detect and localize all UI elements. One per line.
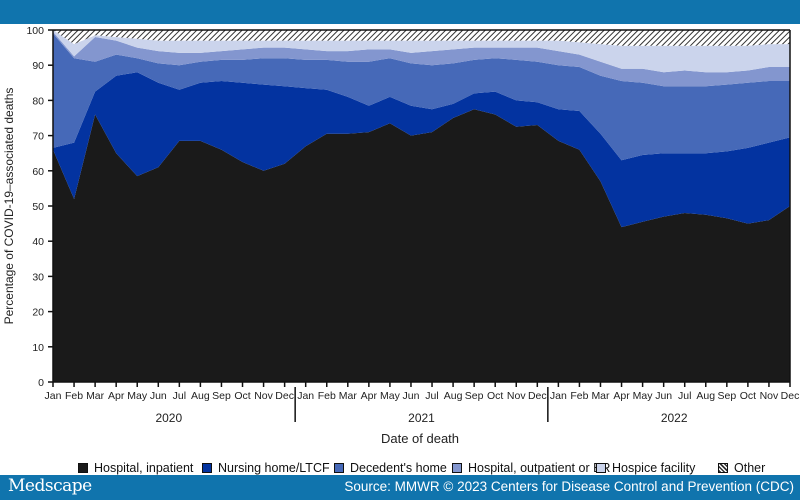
x-tick-label: Sep bbox=[717, 390, 736, 402]
x-tick-label: Apr bbox=[108, 390, 125, 402]
y-tick-label: 30 bbox=[32, 271, 44, 283]
x-tick-label: Apr bbox=[361, 390, 378, 402]
legend-label: Decedent's home bbox=[350, 461, 447, 475]
x-tick-label: May bbox=[633, 390, 654, 402]
legend-label: Hospital, inpatient bbox=[94, 461, 194, 475]
x-tick-label: Mar bbox=[339, 390, 358, 402]
legend-label: Hospital, outpatient or ER bbox=[468, 461, 611, 475]
x-tick-label: Oct bbox=[487, 390, 503, 402]
legend-label: Hospice facility bbox=[612, 461, 696, 475]
year-label: 2020 bbox=[155, 411, 182, 425]
legend-item: Hospital, outpatient or ER bbox=[452, 461, 610, 475]
x-tick-label: May bbox=[380, 390, 401, 402]
x-tick-label: Sep bbox=[212, 390, 231, 402]
x-tick-label: Jun bbox=[655, 390, 672, 402]
x-tick-label: Jul bbox=[173, 390, 186, 402]
legend: Hospital, inpatient Nursing home/LTCF Dece… bbox=[0, 461, 800, 475]
x-tick-label: Aug bbox=[191, 390, 210, 402]
y-tick-label: 70 bbox=[32, 131, 44, 143]
x-tick-label: Aug bbox=[696, 390, 715, 402]
legend-swatch-icon bbox=[78, 463, 88, 473]
year-label: 2021 bbox=[408, 411, 435, 425]
x-tick-label: Apr bbox=[613, 390, 630, 402]
x-tick-label: Jan bbox=[297, 390, 314, 402]
x-tick-label: Jun bbox=[150, 390, 167, 402]
y-axis-label: Percentage of COVID-19–associated deaths bbox=[2, 88, 16, 325]
x-tick-label: Dec bbox=[528, 390, 547, 402]
x-tick-label: May bbox=[127, 390, 148, 402]
x-tick-label: Dec bbox=[275, 390, 294, 402]
legend-item: Hospice facility bbox=[596, 461, 695, 475]
x-tick-label: Aug bbox=[444, 390, 463, 402]
legend-label: Nursing home/LTCF bbox=[218, 461, 330, 475]
x-tick-label: Oct bbox=[234, 390, 250, 402]
footer-bar: Medscape Source: MMWR © 2023 Centers for… bbox=[0, 475, 800, 500]
x-tick-label: Dec bbox=[781, 390, 800, 402]
x-tick-label: Jan bbox=[550, 390, 567, 402]
legend-item: Decedent's home bbox=[334, 461, 447, 475]
x-tick-label: Oct bbox=[740, 390, 756, 402]
legend-item: Hospital, inpatient bbox=[78, 461, 193, 475]
y-tick-label: 40 bbox=[32, 236, 44, 248]
legend-item: Other bbox=[718, 461, 765, 475]
legend-swatch-icon bbox=[596, 463, 606, 473]
x-tick-label: Jun bbox=[403, 390, 420, 402]
area-hospice-facility bbox=[53, 30, 790, 73]
x-tick-label: Nov bbox=[507, 390, 526, 402]
y-tick-label: 10 bbox=[32, 342, 44, 354]
x-tick-label: Feb bbox=[570, 390, 588, 402]
x-tick-label: Mar bbox=[86, 390, 105, 402]
legend-swatch-icon bbox=[202, 463, 212, 473]
area-hospital-outpatient-or-er bbox=[53, 31, 790, 87]
legend-swatch-icon bbox=[452, 463, 462, 473]
y-tick-label: 80 bbox=[32, 95, 44, 107]
area-layers bbox=[53, 30, 790, 382]
y-tick-label: 0 bbox=[38, 377, 44, 389]
area-nursing-home-ltcf bbox=[53, 72, 790, 228]
x-tick-label: Sep bbox=[465, 390, 484, 402]
legend-label: Other bbox=[734, 461, 766, 475]
legend-swatch-icon bbox=[334, 463, 344, 473]
x-tick-label: Mar bbox=[591, 390, 610, 402]
y-tick-label: 90 bbox=[32, 60, 44, 72]
y-tick-label: 50 bbox=[32, 201, 44, 213]
y-tick-label: 60 bbox=[32, 166, 44, 178]
medscape-logo[interactable]: Medscape bbox=[8, 476, 92, 496]
x-tick-label: Jul bbox=[425, 390, 438, 402]
year-label: 2022 bbox=[661, 411, 688, 425]
x-tick-label: Jan bbox=[45, 390, 62, 402]
header-bar bbox=[0, 0, 800, 24]
x-axis-label: Date of death bbox=[381, 431, 459, 446]
x-tick-label: Feb bbox=[65, 390, 83, 402]
x-tick-label: Jul bbox=[678, 390, 691, 402]
legend-swatch-icon bbox=[718, 463, 728, 473]
area-other bbox=[53, 30, 790, 46]
x-tick-label: Nov bbox=[760, 390, 779, 402]
area-decedent-s-home bbox=[53, 33, 790, 161]
y-tick-label: 20 bbox=[32, 307, 44, 319]
legend-item: Nursing home/LTCF bbox=[202, 461, 330, 475]
source-credit: Source: MMWR © 2023 Centers for Disease … bbox=[344, 479, 794, 494]
area-hospital-inpatient bbox=[53, 109, 790, 382]
x-tick-label: Feb bbox=[318, 390, 336, 402]
y-tick-label: 100 bbox=[26, 25, 44, 37]
x-tick-label: Nov bbox=[254, 390, 273, 402]
